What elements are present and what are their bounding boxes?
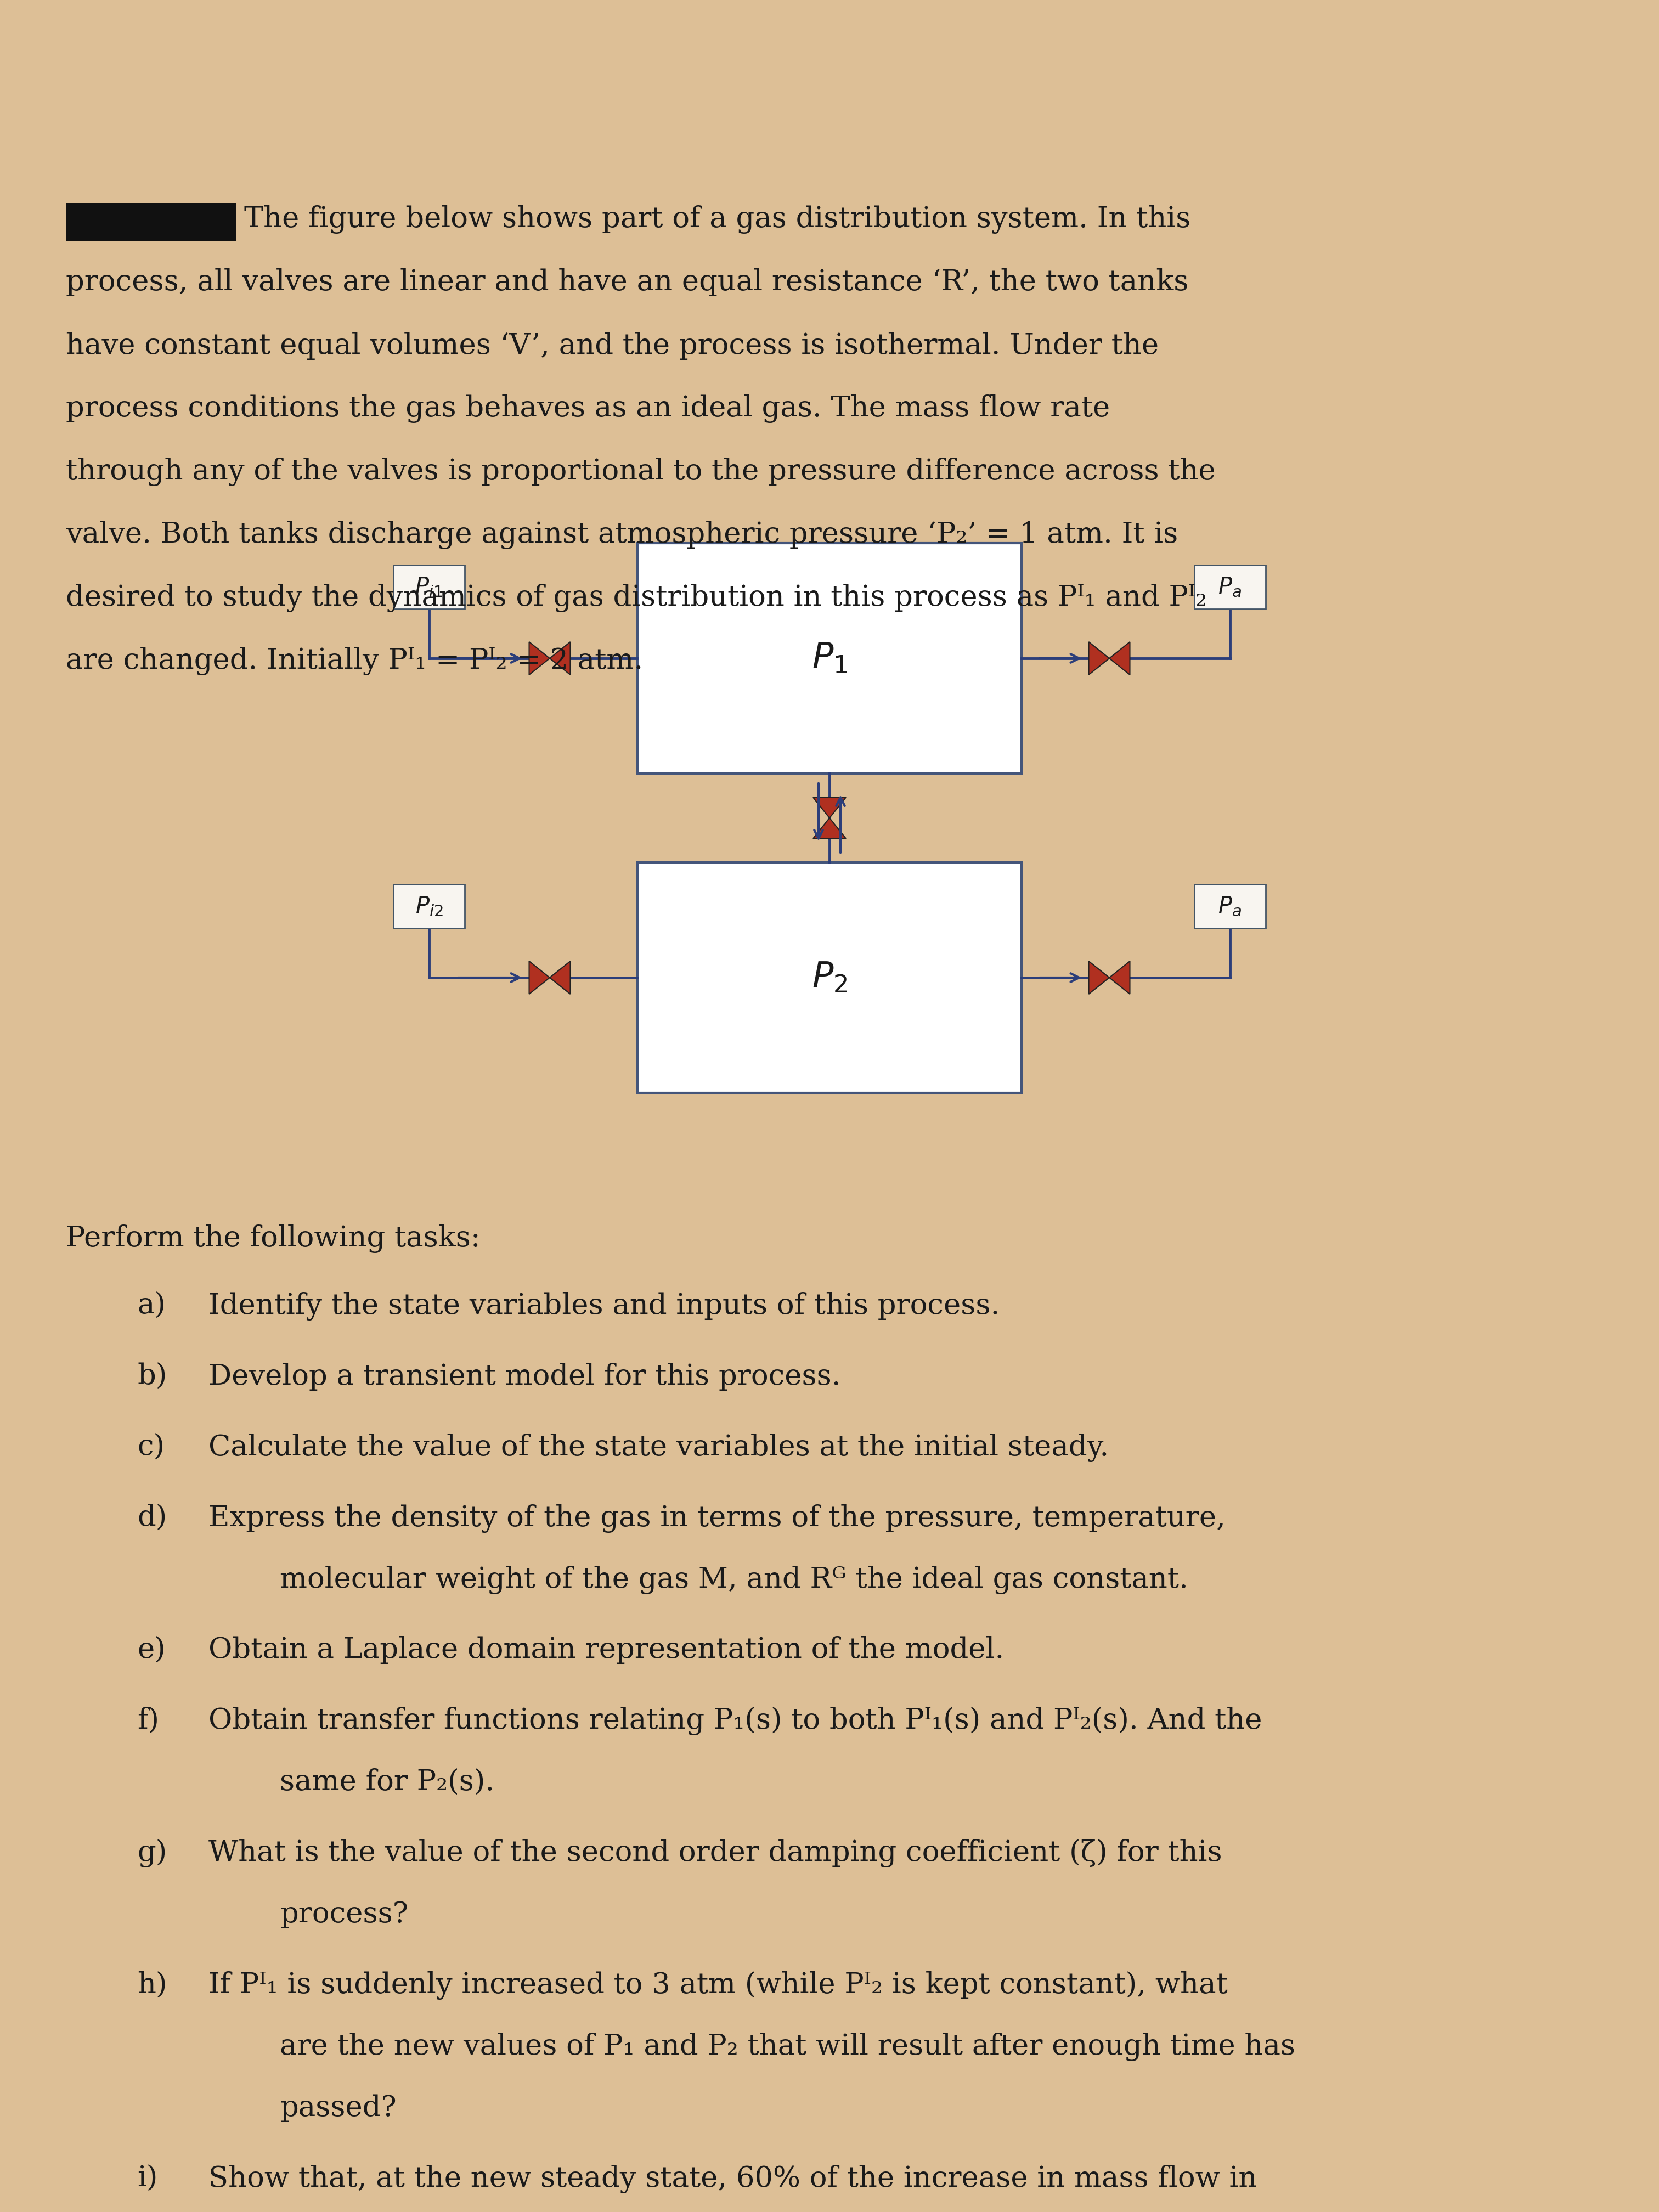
- Text: Calculate the value of the state variables at the initial steady.: Calculate the value of the state variabl…: [209, 1433, 1108, 1462]
- Polygon shape: [813, 818, 846, 838]
- Bar: [393, 885, 465, 929]
- Text: have constant equal volumes ‘V’, and the process is isothermal. Under the: have constant equal volumes ‘V’, and the…: [66, 332, 1158, 361]
- Text: Obtain transfer functions relating P₁(s) to both Pᴵ₁(s) and Pᴵ₂(s). And the: Obtain transfer functions relating P₁(s)…: [209, 1708, 1262, 1736]
- Bar: [66, 204, 236, 241]
- Text: e): e): [138, 1637, 166, 1663]
- Polygon shape: [1110, 962, 1130, 993]
- Polygon shape: [549, 962, 571, 993]
- Bar: [1194, 885, 1266, 929]
- Bar: [637, 863, 1022, 1093]
- Bar: [1194, 564, 1266, 608]
- Text: passed?: passed?: [280, 2095, 397, 2121]
- Text: molecular weight of the gas M, and Rᴳ the ideal gas constant.: molecular weight of the gas M, and Rᴳ th…: [280, 1566, 1188, 1595]
- Polygon shape: [813, 796, 846, 818]
- Text: g): g): [138, 1838, 168, 1867]
- Polygon shape: [529, 641, 549, 675]
- Text: What is the value of the second order damping coefficient (ζ) for this: What is the value of the second order da…: [209, 1838, 1223, 1867]
- Text: i): i): [138, 2166, 158, 2192]
- Text: $P_1$: $P_1$: [811, 641, 848, 675]
- Text: $P_a$: $P_a$: [1218, 575, 1243, 599]
- Text: $P_{i1}$: $P_{i1}$: [415, 575, 443, 599]
- Text: If Pᴵ₁ is suddenly increased to 3 atm (while Pᴵ₂ is kept constant), what: If Pᴵ₁ is suddenly increased to 3 atm (w…: [209, 1971, 1228, 2000]
- Text: are changed. Initially Pᴵ₁ = Pᴵ₂ = 2 atm.: are changed. Initially Pᴵ₁ = Pᴵ₂ = 2 atm…: [66, 646, 644, 675]
- Text: $P_{i2}$: $P_{i2}$: [415, 896, 443, 918]
- Polygon shape: [529, 962, 549, 993]
- Text: Identify the state variables and inputs of this process.: Identify the state variables and inputs …: [209, 1292, 1000, 1321]
- Text: Show that, at the new steady state, 60% of the increase in mass flow in: Show that, at the new steady state, 60% …: [209, 2166, 1258, 2192]
- Bar: [393, 564, 465, 608]
- Text: through any of the valves is proportional to the pressure difference across the: through any of the valves is proportiona…: [66, 458, 1216, 487]
- Text: $P_a$: $P_a$: [1218, 896, 1243, 918]
- Polygon shape: [1088, 641, 1110, 675]
- Text: f): f): [138, 1708, 159, 1734]
- Text: desired to study the dynamics of gas distribution in this process as Pᴵ₁ and Pᴵ₂: desired to study the dynamics of gas dis…: [66, 584, 1208, 613]
- Text: same for P₂(s).: same for P₂(s).: [280, 1767, 494, 1796]
- Text: process conditions the gas behaves as an ideal gas. The mass flow rate: process conditions the gas behaves as an…: [66, 394, 1110, 422]
- Text: d): d): [138, 1504, 168, 1533]
- Text: Develop a transient model for this process.: Develop a transient model for this proce…: [209, 1363, 841, 1391]
- Text: $P_2$: $P_2$: [811, 960, 848, 995]
- Text: h): h): [138, 1971, 168, 2000]
- Text: Express the density of the gas in terms of the pressure, temperature,: Express the density of the gas in terms …: [209, 1504, 1226, 1533]
- Text: are the new values of P₁ and P₂ that will result after enough time has: are the new values of P₁ and P₂ that wil…: [280, 2033, 1296, 2062]
- Polygon shape: [1110, 641, 1130, 675]
- Text: process?: process?: [280, 1900, 408, 1929]
- Text: c): c): [138, 1433, 164, 1462]
- Text: The figure below shows part of a gas distribution system. In this: The figure below shows part of a gas dis…: [244, 206, 1191, 234]
- Polygon shape: [1088, 962, 1110, 993]
- Text: process, all valves are linear and have an equal resistance ‘R’, the two tanks: process, all valves are linear and have …: [66, 268, 1188, 296]
- Polygon shape: [549, 641, 571, 675]
- Text: valve. Both tanks discharge against atmospheric pressure ‘P₂’ = 1 atm. It is: valve. Both tanks discharge against atmo…: [66, 520, 1178, 549]
- Text: Obtain a Laplace domain representation of the model.: Obtain a Laplace domain representation o…: [209, 1637, 1004, 1663]
- Text: a): a): [138, 1292, 166, 1321]
- Text: Perform the following tasks:: Perform the following tasks:: [66, 1225, 481, 1252]
- Bar: [637, 544, 1022, 774]
- Text: b): b): [138, 1363, 168, 1391]
